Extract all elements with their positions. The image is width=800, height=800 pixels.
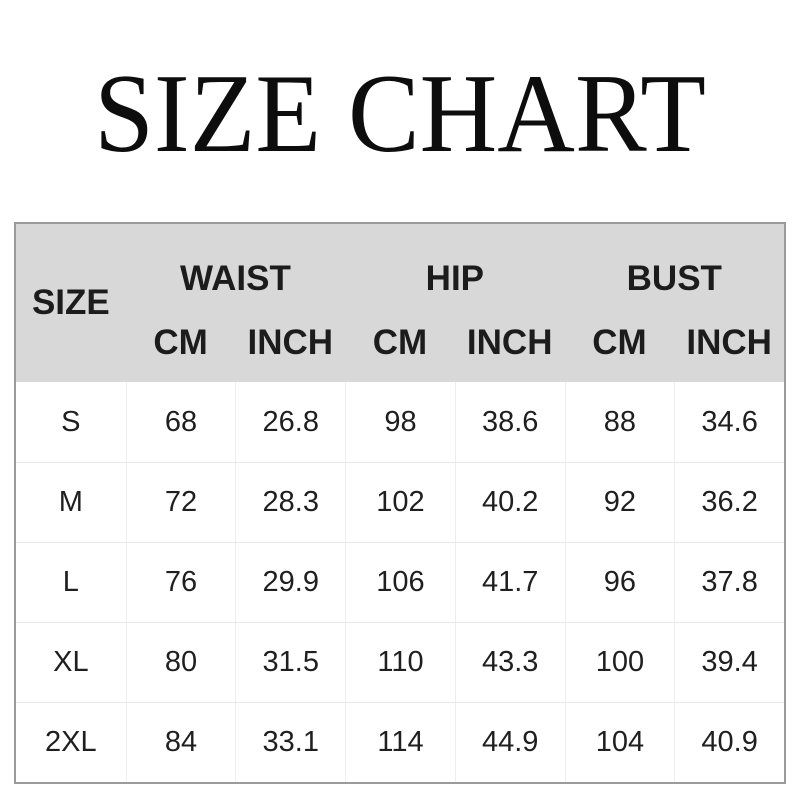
- group-header-bust: BUST: [626, 259, 722, 298]
- value-cell: 38.6: [454, 382, 565, 462]
- value-cell: 34.6: [674, 382, 784, 462]
- value-cell: 98: [345, 382, 455, 462]
- value-cell: 76: [125, 543, 236, 622]
- value-cell: 29.9: [235, 543, 345, 622]
- value-cell: 41.7: [454, 543, 565, 622]
- value-cell: 31.5: [235, 623, 345, 702]
- value-cell: 40.9: [674, 703, 784, 782]
- value-cell: 84: [125, 703, 236, 782]
- page-title: SIZE CHART: [94, 52, 706, 176]
- group-header-waist: WAIST: [180, 259, 291, 298]
- value-cell: 36.2: [674, 463, 784, 542]
- unit-header-bust-cm: CM: [592, 322, 647, 362]
- unit-header-bust-inch: INCH: [686, 322, 772, 362]
- value-cell: 43.3: [454, 623, 565, 702]
- table-header: SIZE WAIST HIP BUST CM INCH CM INCH CM I…: [16, 224, 784, 382]
- group-header-hip: HIP: [425, 259, 485, 298]
- value-cell: 72: [125, 463, 236, 542]
- value-cell: 80: [125, 623, 236, 702]
- value-cell: 114: [345, 703, 455, 782]
- table-row: S 68 26.8 98 38.6 88 34.6: [16, 382, 784, 462]
- value-cell: 39.4: [674, 623, 784, 702]
- table-row: L 76 29.9 106 41.7 96 37.8: [16, 542, 784, 622]
- value-cell: 88: [564, 382, 675, 462]
- value-cell: 92: [564, 463, 675, 542]
- table-row: 2XL 84 33.1 114 44.9 104 40.9: [16, 702, 784, 782]
- unit-header-waist-inch: INCH: [247, 322, 334, 362]
- size-cell: M: [58, 486, 83, 518]
- value-cell: 106: [345, 543, 455, 622]
- value-cell: 100: [564, 623, 675, 702]
- value-cell: 33.1: [235, 703, 345, 782]
- value-cell: 68: [125, 382, 236, 462]
- size-column-header: SIZE: [31, 283, 110, 322]
- value-cell: 26.8: [235, 382, 345, 462]
- size-chart-table: SIZE WAIST HIP BUST CM INCH CM INCH CM I…: [14, 222, 786, 784]
- size-cell: XL: [53, 646, 89, 678]
- size-cell: L: [62, 566, 79, 598]
- value-cell: 37.8: [674, 543, 784, 622]
- unit-header-hip-cm: CM: [372, 322, 428, 362]
- value-cell: 44.9: [454, 703, 565, 782]
- value-cell: 28.3: [235, 463, 345, 542]
- table-row: XL 80 31.5 110 43.3 100 39.4: [16, 622, 784, 702]
- size-cell: 2XL: [45, 726, 97, 758]
- value-cell: 102: [345, 463, 455, 542]
- value-cell: 40.2: [454, 463, 565, 542]
- unit-header-hip-inch: INCH: [466, 322, 553, 362]
- value-cell: 110: [345, 623, 455, 702]
- size-cell: S: [61, 405, 81, 438]
- table-body: S 68 26.8 98 38.6 88 34.6 M 72 28.3 102 …: [16, 382, 784, 782]
- value-cell: 104: [564, 703, 675, 782]
- value-cell: 96: [564, 543, 675, 622]
- unit-header-waist-cm: CM: [153, 322, 208, 362]
- table-row: M 72 28.3 102 40.2 92 36.2: [16, 462, 784, 542]
